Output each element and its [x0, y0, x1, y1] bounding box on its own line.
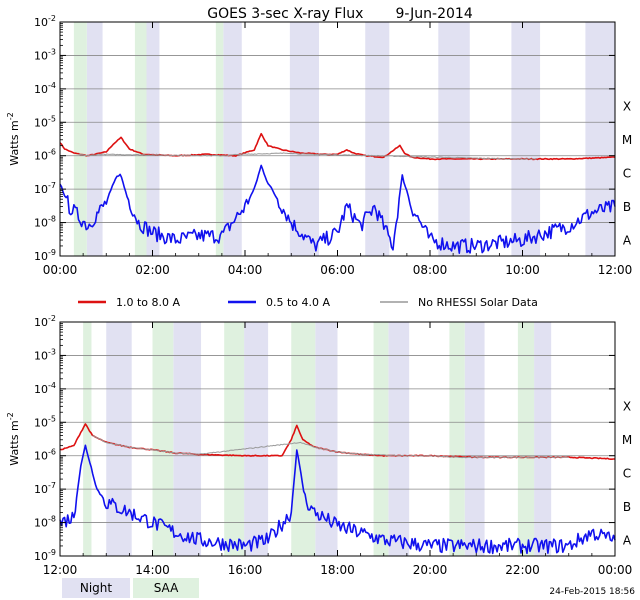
night-band	[534, 322, 552, 556]
saa-band	[152, 322, 174, 556]
ytick-label: 10-4	[34, 81, 56, 96]
ytick-label: 10-6	[34, 148, 56, 163]
series-short-line	[59, 164, 616, 254]
night-band	[315, 322, 338, 556]
ytick-label: 10-8	[34, 215, 56, 230]
night-band	[223, 22, 242, 256]
bottom-panel-series	[59, 423, 616, 555]
ytick-label: 10-2	[34, 314, 56, 329]
top-panel-flare-classes: X M C B A	[622, 100, 632, 248]
xtick-label: 00:00	[598, 563, 633, 577]
ytick-label: 10-7	[34, 481, 56, 496]
night-band	[438, 22, 470, 256]
flare-class-label: X	[623, 100, 631, 114]
xtick-label: 16:00	[228, 563, 263, 577]
legend-label-norhessi: No RHESSI Solar Data	[418, 296, 538, 309]
night-band	[388, 322, 410, 556]
bottom-panel-ylabel: Watts m-2	[6, 412, 21, 465]
xtick-label: 12:00	[43, 563, 78, 577]
xtick-label: 06:00	[320, 263, 355, 277]
xtick-label: 18:00	[320, 563, 355, 577]
xtick-label: 02:00	[135, 263, 170, 277]
bottom-panel-xticks: 12:00 14:00 16:00 18:00 20:00 22:00 00:00	[43, 322, 633, 577]
night-band	[173, 322, 202, 556]
legend-label-short: 0.5 to 4.0 A	[266, 296, 331, 309]
bottom-panel-bands	[83, 322, 552, 556]
bottom-panel-yticks: 10-2 10-3 10-4 10-5 10-6 10-7 10-8 10-9	[34, 314, 615, 563]
flare-class-label: B	[623, 500, 631, 514]
night-band	[244, 322, 269, 556]
night-band	[146, 22, 160, 256]
ytick-label: 10-6	[34, 448, 56, 463]
series-norhessi-line	[92, 435, 569, 459]
legend-label-long: 1.0 to 8.0 A	[116, 296, 181, 309]
flare-class-label: M	[622, 133, 632, 147]
bottom-panel: 10-2 10-3 10-4 10-5 10-6 10-7 10-8 10-9 X M C B A 1…	[6, 314, 632, 577]
ytick-label: 10-9	[34, 248, 56, 263]
saa-key-label: SAA	[154, 581, 179, 595]
saa-band	[449, 322, 465, 556]
xtick-label: 14:00	[135, 563, 170, 577]
ytick-label: 10-9	[34, 548, 56, 563]
saa-key-swatch	[133, 578, 199, 598]
xtick-label: 04:00	[228, 263, 263, 277]
top-panel-ylabel: Watts m-2	[6, 112, 21, 165]
night-band	[464, 322, 485, 556]
bottom-panel-flare-classes: X M C B A	[622, 400, 632, 548]
night-key-swatch	[62, 578, 130, 598]
flare-class-label: X	[623, 400, 631, 414]
saa-band	[73, 22, 87, 256]
ytick-label: 10-2	[34, 14, 56, 29]
saa-band	[83, 322, 92, 556]
xtick-label: 10:00	[505, 263, 540, 277]
ytick-label: 10-5	[34, 414, 56, 429]
saa-band	[134, 22, 147, 256]
flare-class-label: A	[623, 533, 632, 547]
ytick-label: 10-4	[34, 381, 56, 396]
ytick-label: 10-3	[34, 47, 56, 62]
top-panel: 10-2 10-3 10-4 10-5 10-6 10-7 10-8 10-9 X M C B A 0…	[6, 14, 632, 277]
generated-timestamp: 24-Feb-2015 18:56	[549, 587, 635, 597]
xtick-label: 22:00	[505, 563, 540, 577]
flare-class-label: C	[623, 166, 631, 180]
flare-class-label: C	[623, 466, 631, 480]
night-band	[86, 22, 103, 256]
top-panel-gridlines	[60, 55, 615, 223]
ytick-label: 10-8	[34, 515, 56, 530]
ytick-label: 10-5	[34, 114, 56, 129]
series-norhessi-line	[78, 152, 537, 160]
night-key-label: Night	[80, 581, 113, 595]
xtick-label: 20:00	[413, 563, 448, 577]
top-panel-xticks: 00:00 02:00 04:00 06:00 08:00 10:00 12:00	[43, 22, 633, 277]
xtick-label: 00:00	[43, 263, 78, 277]
top-panel-yticks: 10-2 10-3 10-4 10-5 10-6 10-7 10-8 10-9	[34, 14, 615, 263]
series-short-line	[59, 444, 616, 555]
flare-class-label: M	[622, 433, 632, 447]
legend: 1.0 to 8.0 A 0.5 to 4.0 A No RHESSI Sola…	[78, 296, 538, 309]
saa-band	[517, 322, 535, 556]
chart-title: GOES 3-sec X-ray Flux 9-Jun-2014	[207, 6, 473, 22]
night-band	[585, 22, 615, 256]
saa-band	[373, 322, 389, 556]
saa-band	[215, 22, 224, 256]
night-band	[106, 322, 132, 556]
ytick-label: 10-7	[34, 181, 56, 196]
night-band	[511, 22, 541, 256]
top-panel-bands	[73, 22, 615, 256]
night-band	[289, 22, 319, 256]
flare-class-label: B	[623, 200, 631, 214]
xtick-label: 08:00	[413, 263, 448, 277]
saa-band	[224, 322, 245, 556]
xtick-label: 12:00	[598, 263, 633, 277]
top-panel-series	[59, 132, 616, 254]
ytick-label: 10-3	[34, 347, 56, 362]
flare-class-label: A	[623, 233, 632, 247]
